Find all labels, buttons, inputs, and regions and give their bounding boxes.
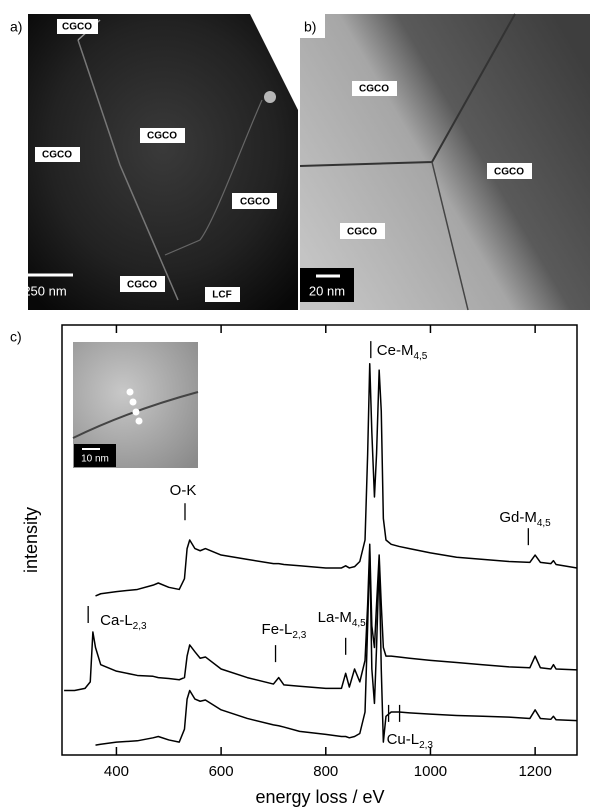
probe-spot (136, 418, 143, 425)
edge-label-text: Cu-L (387, 731, 420, 748)
region-label: CGCO (347, 227, 377, 238)
panel-label: c) (10, 329, 22, 345)
edge-label-subscript: 2,3 (292, 630, 306, 641)
x-tick-label: 400 (104, 763, 129, 780)
edge-label-text: Ca-L (100, 612, 133, 629)
edge-label-subscript: 2,3 (133, 621, 147, 632)
edge-label-subscript: 2,3 (419, 740, 433, 751)
region-label: LCF (212, 290, 231, 301)
region-label: CGCO (147, 131, 177, 142)
panel-b: b) CGCO CGCO CGCO 20 nm (300, 14, 590, 310)
edge-label-text: La-M (318, 609, 352, 626)
region-label: CGCO (42, 150, 72, 161)
edge-label: Gd-M4,5 (499, 509, 551, 529)
edge-label-subscript: 4,5 (413, 351, 427, 362)
edge-label: Fe-L2,3 (262, 621, 307, 641)
region-label: CGCO (240, 197, 270, 208)
region-label: CGCO (359, 84, 389, 95)
x-tick-label: 800 (313, 763, 338, 780)
edge-label-subscript: 4,5 (352, 617, 366, 628)
x-tick-label: 600 (209, 763, 234, 780)
edge-label: Ce-M4,5 (377, 342, 428, 362)
region-label: CGCO (127, 280, 157, 291)
edge-label-text: Gd-M (499, 509, 537, 526)
panel-label: a) (10, 19, 22, 35)
figure: a) CGCO CGCO CGCO CGCO CGCO LCF 250 nm b… (0, 0, 590, 807)
spectrum-line (96, 550, 578, 745)
region-label: CGCO (494, 167, 524, 178)
probe-spot (133, 409, 140, 416)
panel-label: b) (304, 19, 316, 35)
scale-bar-label: 10 nm (81, 454, 109, 465)
edge-label-text: Ce-M (377, 342, 414, 359)
edge-label: Ca-L2,3 (100, 612, 147, 632)
probe-spot (130, 399, 137, 406)
probe-spot (127, 389, 134, 396)
edge-label: La-M4,5 (318, 609, 367, 629)
edge-label: O-K (170, 482, 197, 499)
panel-a: a) CGCO CGCO CGCO CGCO CGCO LCF 250 nm (10, 14, 298, 310)
scale-bar-label: 250 nm (23, 283, 66, 298)
edge-label: Cu-L2,3 (387, 731, 434, 751)
x-axis-title: energy loss / eV (255, 787, 384, 807)
x-tick-label: 1200 (518, 763, 551, 780)
y-axis-title: intensity (21, 507, 41, 573)
scale-bar-label: 20 nm (309, 283, 345, 298)
edge-label-subscript: 4,5 (537, 518, 551, 529)
edge-label-text: O-K (170, 482, 197, 499)
region-label: CGCO (62, 22, 92, 33)
bright-spot (264, 91, 276, 103)
x-tick-label: 1000 (414, 763, 447, 780)
edge-label-text: Fe-L (262, 621, 293, 638)
inset: 10 nm (73, 342, 198, 468)
tem-image (300, 14, 590, 310)
